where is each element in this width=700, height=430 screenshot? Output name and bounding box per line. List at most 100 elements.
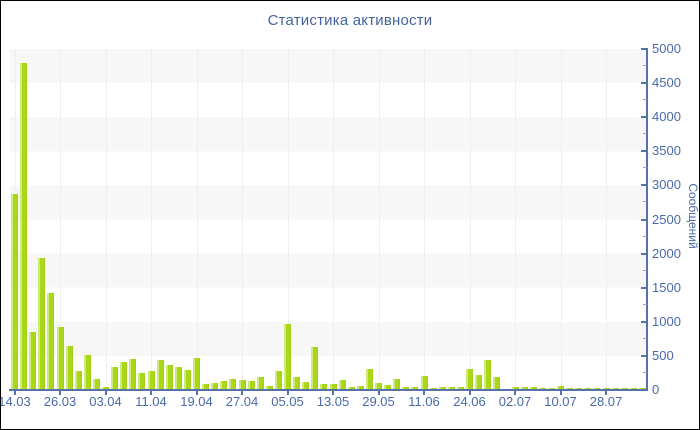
y-major-tick bbox=[641, 184, 647, 187]
x-tick-label: 27.04 bbox=[225, 394, 259, 409]
bar bbox=[511, 386, 519, 390]
y-major-tick bbox=[641, 252, 647, 255]
bar bbox=[284, 324, 291, 390]
vertical-gridline bbox=[287, 49, 289, 390]
bar bbox=[74, 370, 82, 390]
vertical-gridline bbox=[333, 49, 334, 390]
bar bbox=[202, 384, 210, 390]
x-tick-label: 05.05 bbox=[271, 394, 304, 409]
x-tick-label: 29.05 bbox=[362, 394, 395, 409]
x-major-tick bbox=[150, 389, 152, 395]
bar bbox=[229, 379, 237, 390]
x-tick-label: 28.07 bbox=[589, 394, 623, 409]
bar bbox=[211, 382, 219, 390]
x-tick-label: 26.03 bbox=[43, 394, 77, 409]
vertical-gridline bbox=[242, 49, 243, 390]
bar bbox=[102, 387, 109, 390]
bar bbox=[375, 382, 382, 390]
bar bbox=[365, 369, 373, 390]
bar bbox=[557, 385, 564, 390]
x-tick-label: 14.03 bbox=[0, 394, 31, 409]
y-minor-tick bbox=[643, 337, 647, 339]
vertical-gridline bbox=[469, 49, 471, 390]
x-major-tick bbox=[195, 389, 198, 395]
bar bbox=[538, 387, 546, 390]
y-major-tick bbox=[641, 116, 647, 119]
bar bbox=[393, 379, 401, 390]
bar bbox=[83, 355, 91, 390]
bar bbox=[29, 332, 37, 390]
bar bbox=[147, 370, 155, 390]
y-tick-label: 500 bbox=[652, 347, 674, 363]
y-tick-label: 1500 bbox=[652, 279, 681, 295]
x-major-tick bbox=[241, 389, 243, 395]
bar bbox=[311, 347, 319, 390]
bar bbox=[529, 386, 537, 390]
bar bbox=[256, 377, 264, 390]
bar bbox=[38, 258, 46, 390]
x-tick-label: 02.07 bbox=[498, 394, 532, 409]
bar bbox=[447, 387, 455, 390]
y-tick-label: 1000 bbox=[652, 313, 681, 329]
x-tick-label: 19.04 bbox=[180, 394, 213, 409]
y-major-tick bbox=[641, 82, 647, 85]
bar bbox=[320, 383, 328, 390]
bar bbox=[638, 387, 646, 390]
vertical-gridline bbox=[196, 49, 198, 390]
bar bbox=[593, 387, 601, 390]
bar bbox=[20, 62, 28, 390]
x-major-tick bbox=[468, 389, 471, 395]
x-major-tick bbox=[332, 389, 334, 395]
x-major-tick bbox=[605, 389, 607, 395]
bar bbox=[584, 387, 592, 390]
bar bbox=[438, 387, 446, 390]
vertical-gridline bbox=[378, 49, 380, 390]
x-major-tick bbox=[559, 389, 562, 395]
y-axis-title: Сообщений bbox=[686, 183, 700, 249]
bar bbox=[265, 385, 273, 390]
bar bbox=[92, 379, 100, 390]
y-tick-label: 4500 bbox=[652, 75, 681, 91]
bar bbox=[138, 373, 146, 390]
bar bbox=[47, 293, 55, 390]
y-minor-tick bbox=[643, 133, 647, 135]
y-major-tick bbox=[641, 48, 647, 50]
bar bbox=[111, 367, 119, 390]
bar bbox=[274, 370, 282, 390]
y-major-tick bbox=[641, 389, 647, 391]
y-tick-label: 4000 bbox=[652, 109, 681, 125]
bar bbox=[493, 377, 501, 390]
bar bbox=[11, 193, 18, 390]
vertical-gridline bbox=[515, 49, 516, 390]
y-minor-tick bbox=[643, 201, 647, 203]
bar bbox=[602, 387, 610, 390]
bar bbox=[238, 379, 246, 390]
plot-area bbox=[10, 49, 647, 390]
bar bbox=[329, 383, 337, 390]
y-tick-label: 5000 bbox=[652, 41, 681, 56]
y-tick-label: 2000 bbox=[652, 245, 681, 261]
x-major-tick bbox=[286, 389, 289, 395]
bar bbox=[402, 387, 410, 390]
bar bbox=[411, 386, 419, 390]
bar bbox=[120, 361, 128, 390]
x-major-tick bbox=[104, 389, 107, 395]
bar bbox=[429, 387, 437, 390]
bar bbox=[193, 358, 200, 390]
y-major-tick bbox=[641, 354, 647, 357]
vertical-gridline bbox=[606, 49, 607, 390]
bar bbox=[566, 387, 574, 390]
y-major-tick bbox=[641, 320, 647, 323]
y-tick-label: 0 bbox=[652, 382, 660, 397]
bar bbox=[165, 365, 173, 390]
y-minor-tick bbox=[643, 303, 647, 305]
vertical-gridline bbox=[151, 49, 152, 390]
x-major-tick bbox=[377, 389, 380, 395]
y-tick-label: 3000 bbox=[652, 177, 681, 193]
bar bbox=[174, 367, 182, 390]
y-major-tick bbox=[641, 150, 647, 153]
bar bbox=[420, 375, 428, 390]
bar bbox=[183, 369, 191, 390]
x-major-tick bbox=[59, 389, 61, 395]
